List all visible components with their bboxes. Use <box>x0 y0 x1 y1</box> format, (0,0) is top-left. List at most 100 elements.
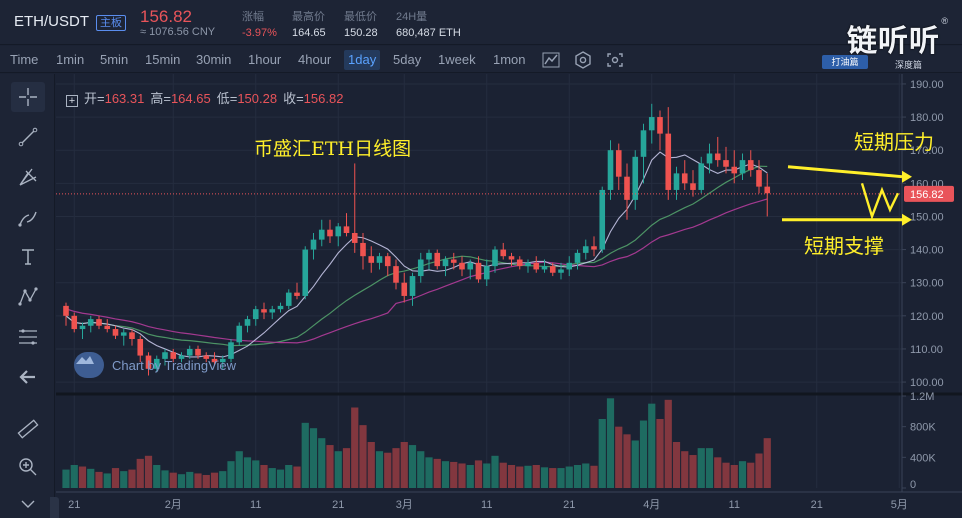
candle-body <box>434 252 441 267</box>
pattern-icon[interactable] <box>11 282 45 312</box>
candle-body <box>632 156 639 200</box>
screenshot-icon[interactable] <box>604 50 626 70</box>
volume-bar <box>714 457 722 488</box>
candle-body <box>582 246 589 253</box>
volume-bar <box>722 462 730 488</box>
volume-bar <box>705 448 714 488</box>
volume-bar <box>161 470 169 488</box>
candle-body <box>71 315 78 330</box>
candle-body <box>252 309 259 320</box>
zoom-in-icon[interactable] <box>11 452 45 482</box>
back-arrow-icon[interactable] <box>11 362 45 392</box>
volume-bar <box>565 466 573 488</box>
volume-bar <box>524 465 532 488</box>
volume-bar <box>169 472 177 488</box>
tf-1week[interactable]: 1week <box>438 52 476 67</box>
pitchfork-icon[interactable] <box>11 162 45 192</box>
candle-body <box>624 176 630 200</box>
volume-bar <box>507 465 516 488</box>
candle-body <box>236 325 243 343</box>
volume-bar <box>301 422 309 488</box>
open-value: 163.31 <box>104 91 145 106</box>
watermark-text: Chart by TradingView <box>112 357 237 373</box>
candle-body <box>723 160 729 167</box>
crosshair-icon[interactable] <box>11 82 45 112</box>
current-price-label: 156.82 <box>910 189 944 201</box>
stat-change: 涨幅 -3.97% <box>242 8 277 39</box>
volume-bar <box>219 471 227 488</box>
candle-body <box>351 233 358 243</box>
chart-type-icon[interactable] <box>540 50 562 70</box>
candle-body <box>549 266 556 273</box>
fib-retracement-icon[interactable] <box>11 322 45 352</box>
x-tick-label: 21 <box>332 499 344 511</box>
volume-bar <box>400 442 408 488</box>
ruler-icon[interactable] <box>11 414 45 444</box>
trend-line-icon[interactable] <box>11 122 45 152</box>
candle-body <box>170 352 177 359</box>
volume-bar <box>474 460 483 488</box>
brand-name: 链听听 <box>847 25 940 58</box>
stat-low: 最低价 150.28 <box>344 8 378 39</box>
tf-1mon[interactable]: 1mon <box>493 52 526 67</box>
candle-body <box>508 256 515 260</box>
candle-body <box>285 292 292 306</box>
volume-tick-label: 1.2M <box>910 391 934 403</box>
candle-body <box>335 226 342 237</box>
volume-bar <box>417 451 425 488</box>
volume-bar <box>136 458 144 488</box>
volume-bar <box>62 469 70 488</box>
chart-annotation-title: 币盛汇ETH日线图 <box>254 138 412 160</box>
text-tool-icon[interactable] <box>11 242 45 272</box>
panel-collapse-tab[interactable] <box>50 497 59 518</box>
candle-body <box>294 292 300 296</box>
x-tick-label: 11 <box>729 499 740 511</box>
candle-body <box>756 170 762 187</box>
candle-body <box>360 242 366 257</box>
price-chart[interactable]: 190.00 180.00 170.00 160.00 150.00 140.00 130.… <box>56 74 962 518</box>
candle-body <box>673 173 680 190</box>
volume-bar <box>153 465 161 488</box>
chart-canvas[interactable]: 190.00180.00170.00160.00150.00140.00130.… <box>56 74 962 518</box>
candle-body <box>706 153 713 164</box>
volume-bar <box>326 445 334 488</box>
candle-body <box>302 249 309 296</box>
candle-body <box>714 153 721 161</box>
volume-bar <box>243 457 252 488</box>
expand-legend-icon[interactable]: + <box>66 95 78 107</box>
candle-body <box>211 358 218 363</box>
candle-body <box>203 355 210 359</box>
tf-1day[interactable]: 1day <box>344 50 381 70</box>
tf-5day[interactable]: 5day <box>393 52 422 67</box>
volume-bar <box>342 448 351 488</box>
pair-name[interactable]: ETH/USDT <box>14 13 89 30</box>
settings-icon[interactable] <box>572 50 594 70</box>
cny-price: ≈ 1076.56 CNY <box>140 26 216 38</box>
tf-time[interactable]: Time <box>10 52 39 67</box>
volume-bar <box>738 461 747 488</box>
candle-body <box>63 305 69 316</box>
x-tick-label: 11 <box>250 499 261 511</box>
volume-bar <box>186 471 194 488</box>
volume-bar <box>689 455 697 488</box>
brush-icon[interactable] <box>11 202 45 232</box>
volume-bar <box>95 471 103 488</box>
x-tick-label: 5月 <box>891 499 908 511</box>
x-tick-label: 21 <box>68 499 80 511</box>
volume-bar <box>309 428 318 488</box>
high-label: 高= <box>150 91 171 106</box>
volume-bar <box>202 474 210 488</box>
candle-body <box>178 355 185 359</box>
tf-4hour[interactable]: 4hour <box>298 52 332 67</box>
candle-body <box>558 269 564 273</box>
volume-bar <box>351 407 359 488</box>
tf-5min[interactable]: 5min <box>100 52 129 67</box>
tf-30min[interactable]: 30min <box>196 52 232 67</box>
tf-1hour[interactable]: 1hour <box>248 52 282 67</box>
candle-body <box>96 319 102 326</box>
tf-1min[interactable]: 1min <box>56 52 85 67</box>
timeframe-toolbar: Time 1min 5min 15min 30min 1hour 4hour 1… <box>0 46 962 73</box>
tf-15min[interactable]: 15min <box>145 52 181 67</box>
candle-body <box>648 117 655 131</box>
collapse-icon[interactable] <box>11 490 45 518</box>
